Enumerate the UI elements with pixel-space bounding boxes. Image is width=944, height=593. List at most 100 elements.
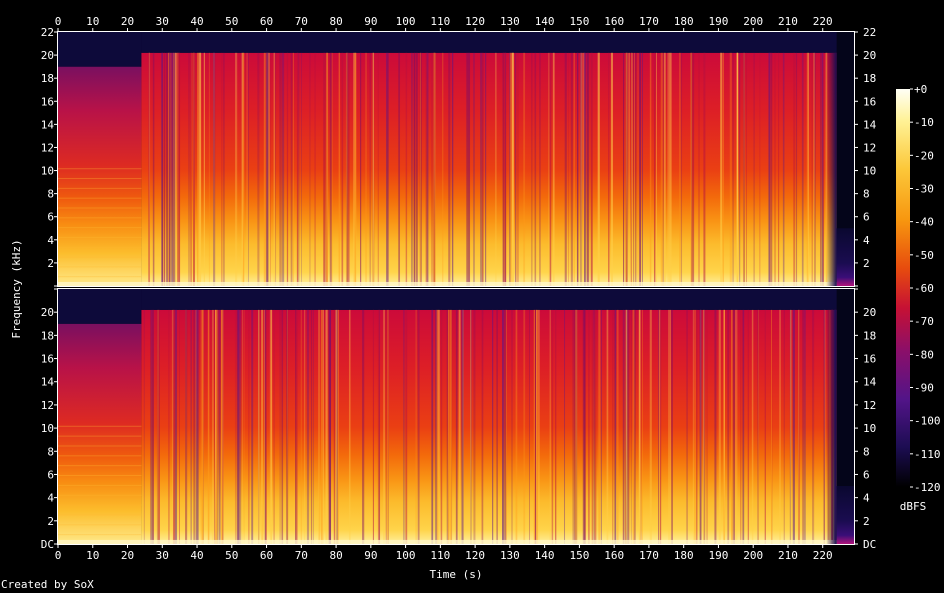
channel-2-stripe	[789, 309, 791, 544]
channel-2-stripe	[576, 309, 578, 544]
channel-1-stripe	[586, 52, 589, 287]
channel-1-stripe	[625, 52, 628, 287]
channel-1-segment-3	[836, 228, 854, 286]
channel-1-stripe	[266, 52, 269, 287]
channel-2-stripe	[470, 309, 472, 544]
channel-1-stripe	[729, 52, 732, 287]
channel-2-stripe	[624, 309, 627, 544]
channel-2-stripe	[437, 309, 440, 544]
channel-1-stripe	[549, 52, 552, 287]
channel-2-stripe	[173, 309, 175, 544]
channel-1-stripe	[246, 52, 248, 287]
x-tick-label: 220	[813, 549, 833, 562]
channel-2-stripe	[378, 309, 380, 544]
channel-1-stripe	[448, 52, 451, 287]
channel-1-stripe	[177, 52, 180, 287]
channel-2-stripe	[692, 309, 694, 544]
channel-2-stripe	[325, 309, 328, 544]
channel-1-stripe	[753, 52, 755, 287]
y-tick-label-right: 6	[863, 468, 870, 481]
channel-1-stripe	[314, 52, 316, 287]
channel-1-stripe	[173, 52, 175, 287]
channel-1-stripe	[732, 52, 734, 287]
channel-1-stripe	[167, 52, 169, 287]
channel-1-stripe	[663, 52, 666, 287]
channel-1-harmonic-band	[58, 197, 142, 199]
channel-2-stripe	[470, 309, 472, 544]
channel-2-stripe	[594, 309, 597, 544]
y-tick-label-right: 4	[863, 234, 870, 247]
channel-1-stripe	[822, 52, 824, 287]
channel-1-stripe	[241, 52, 244, 287]
channel-2-stripe	[157, 309, 159, 544]
channel-2-stripe	[455, 309, 458, 544]
channel-1-stripe	[736, 52, 738, 287]
y-tick-label: 22	[41, 26, 54, 39]
channel-1-stripe	[642, 52, 643, 287]
channel-2-stripe	[190, 309, 192, 544]
channel-2-stripe	[251, 309, 254, 544]
channel-1-harmonic-band	[58, 246, 142, 248]
channel-1-harmonic-band	[58, 227, 142, 229]
channel-2-stripe	[706, 309, 708, 544]
channel-1-border	[57, 31, 855, 287]
channel-2-stripe	[270, 309, 273, 544]
channel-1-segment-2-cap	[141, 32, 837, 53]
channel-1-stripe	[639, 52, 641, 287]
channel-2-stripe	[377, 309, 381, 544]
y-tick-label-right: 8	[863, 445, 870, 458]
channel-2-stripe	[731, 309, 733, 544]
colorbar-tick-label: -40	[914, 216, 934, 229]
channel-2-stripe	[446, 309, 449, 544]
channel-1-stripe	[199, 52, 202, 287]
x-tick-label-top: 100	[396, 15, 416, 28]
channel-1-stripe	[482, 52, 484, 287]
channel-1-stripe	[482, 52, 484, 287]
x-tick-label-top: 160	[604, 15, 624, 28]
channel-1-stripe	[608, 52, 610, 287]
channel-1-stripe	[480, 52, 483, 287]
channel-1-stripe	[416, 52, 418, 287]
channel-1-stripe	[175, 52, 178, 287]
channel-2-stripe	[143, 309, 145, 544]
channel-1-stripe	[467, 52, 471, 287]
channel-2-stripe	[823, 309, 826, 544]
channel-1-stripe	[168, 52, 171, 287]
channel-2-stripe	[703, 309, 705, 544]
channel-1-stripe	[191, 52, 193, 287]
channel-1-stripe	[495, 52, 497, 287]
channel-2-stripe	[216, 309, 218, 544]
channel-1-stripe	[698, 52, 700, 287]
x-tick-label: 100	[396, 549, 416, 562]
channel-2-stripe	[193, 309, 195, 544]
x-tick-label: 180	[674, 549, 694, 562]
channel-1-stripe	[280, 52, 282, 287]
channel-1-stripe	[668, 52, 670, 287]
channel-2-stripe	[538, 309, 540, 544]
channel-2-stripe	[751, 309, 754, 544]
channel-2-stripe	[415, 309, 417, 544]
channel-2-stripe	[195, 309, 198, 544]
channel-1-stripe	[523, 52, 526, 287]
channel-2-stripe	[496, 309, 498, 544]
x-tick-label-top: 80	[329, 15, 342, 28]
channel-1-stripe	[373, 52, 375, 287]
channel-1-stripe	[623, 52, 625, 287]
channel-2-stripe	[318, 309, 320, 544]
x-tick-label-top: 130	[500, 15, 520, 28]
channel-2-stripe	[214, 309, 216, 544]
channel-1-stripe	[552, 52, 555, 287]
x-tick-label: 0	[55, 549, 62, 562]
channel-2-stripe	[281, 309, 284, 544]
channel-2-stripe	[536, 309, 537, 544]
channel-1-stripe	[451, 52, 454, 287]
channel-2-stripe	[812, 309, 815, 544]
channel-2-stripe	[633, 309, 636, 544]
channel-1-stripe	[534, 52, 537, 287]
channel-2-stripe	[150, 309, 153, 544]
channel-2-stripe	[505, 309, 507, 544]
channel-2-stripe	[703, 309, 706, 544]
channel-2-harmonic-band	[58, 494, 142, 496]
channel-1-stripe	[309, 52, 311, 287]
channel-2-stripe	[572, 309, 575, 544]
